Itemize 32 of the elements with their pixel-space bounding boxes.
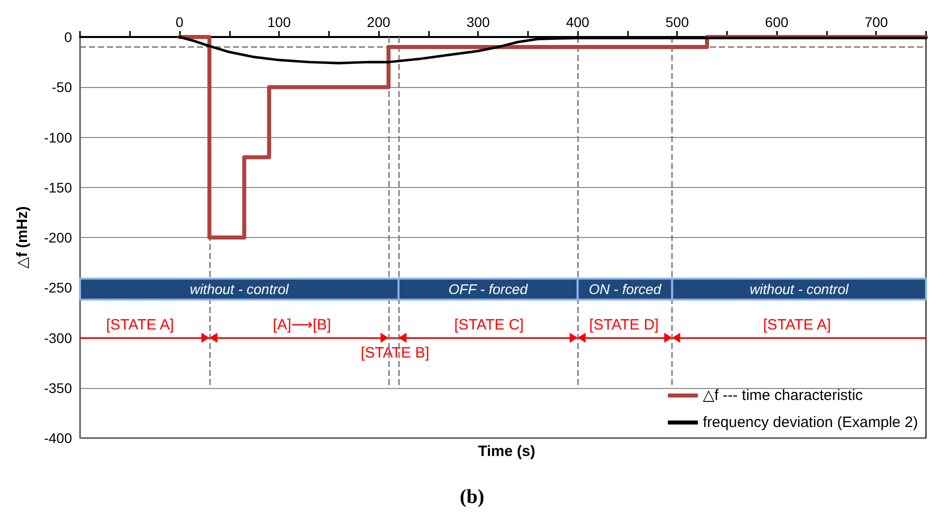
y-tick-label: 0 xyxy=(64,29,72,45)
y-axis-title: △f (mHz) xyxy=(14,206,31,269)
x-tick-label: 300 xyxy=(466,14,490,30)
y-tick-label: -50 xyxy=(52,79,72,96)
x-axis-title: Time (s) xyxy=(478,443,536,460)
y-tick-label: -350 xyxy=(44,380,72,396)
x-tick-label: 500 xyxy=(665,14,690,30)
annotation: [A]⟶[B] xyxy=(272,316,332,334)
annotation: [STATE A] xyxy=(763,316,831,334)
x-tick-label: 200 xyxy=(366,14,390,30)
x-tick-label: 400 xyxy=(566,14,590,30)
y-tick-label: -150 xyxy=(44,179,72,196)
y-tick-label: -300 xyxy=(44,330,72,346)
annotation: [STATE C] xyxy=(454,316,524,334)
band-label: OFF - forced xyxy=(448,281,529,298)
y-tick-label: -200 xyxy=(44,230,72,246)
x-tick-label: 700 xyxy=(864,14,888,30)
y-tick-label: -100 xyxy=(44,129,72,146)
y-tick-label: -250 xyxy=(44,280,72,296)
legend-label: △f --- time characteristic xyxy=(702,387,864,404)
annotation: [STATE A] xyxy=(106,316,174,334)
x-tick-label: 600 xyxy=(765,14,789,30)
band-label: ON - forced xyxy=(588,281,662,298)
x-tick-label: 0 xyxy=(176,14,184,30)
x-tick-label: 100 xyxy=(267,14,291,30)
legend-label: frequency deviation (Example 2) xyxy=(702,414,918,431)
annotation: [STATE D] xyxy=(589,316,659,334)
y-tick-label: -400 xyxy=(44,430,72,446)
band-label: without - control xyxy=(190,281,290,298)
annotation: [STATE B] xyxy=(360,344,430,362)
text: (b) xyxy=(460,486,484,508)
band-label: without - control xyxy=(750,281,850,298)
